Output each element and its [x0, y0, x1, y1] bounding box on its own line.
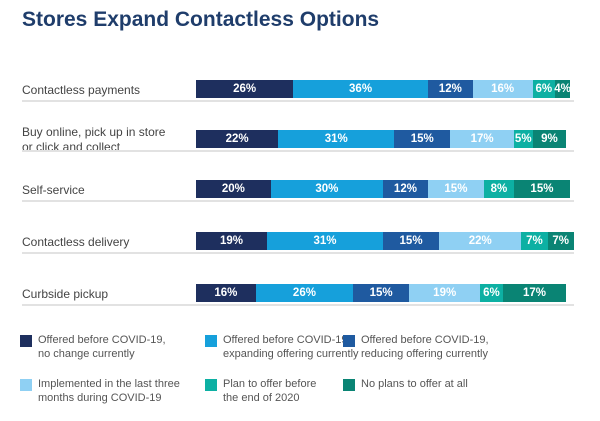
bar-segment: 12%: [427, 80, 473, 98]
data-label: 8%: [490, 183, 508, 195]
data-label: 7%: [552, 235, 569, 247]
data-label: 5%: [514, 133, 532, 145]
bar-segment: 9%: [532, 130, 567, 148]
bar-segment: 15%: [394, 130, 451, 148]
bar-segment: 19%: [409, 284, 481, 302]
data-label: 26%: [233, 83, 257, 95]
bar-segment: 36%: [293, 80, 428, 98]
category-label: Self-service: [22, 182, 85, 197]
bar-segment: 8%: [483, 180, 514, 198]
data-label: 6%: [483, 287, 500, 299]
bar-segment: 31%: [278, 130, 395, 148]
bar-segment: 17%: [502, 284, 567, 302]
legend-swatch: [20, 379, 32, 391]
category-label: Curbside pickup: [22, 286, 109, 301]
row-separator: [22, 252, 574, 254]
bar-segment: 4%: [554, 80, 571, 98]
legend-item: Offered before COVID-19, reducing offerin…: [343, 333, 511, 361]
bar-segment: 12%: [383, 180, 428, 198]
bar-segment: 30%: [270, 180, 383, 198]
bar-segment: 7%: [547, 232, 574, 250]
bar-segment: 22%: [439, 232, 522, 250]
bar-segment: 16%: [472, 80, 533, 98]
bar-segment: 6%: [532, 80, 556, 98]
bar-segment: 7%: [521, 232, 548, 250]
data-label: 17%: [470, 133, 494, 145]
bar-segment: 15%: [353, 284, 410, 302]
legend-swatch: [343, 379, 355, 391]
bar-segment: 19%: [196, 232, 268, 250]
data-label: 31%: [324, 133, 348, 145]
data-label: 4%: [554, 83, 571, 95]
bar-segment: 16%: [196, 284, 256, 302]
data-label: 17%: [522, 287, 546, 299]
bar-segment: 5%: [513, 130, 533, 148]
data-label: 15%: [410, 133, 434, 145]
bar-segment: 17%: [450, 130, 514, 148]
legend-label: Offered before COVID-19, expanding offeri…: [223, 334, 359, 360]
legend-label: Offered before COVID-19, reducing offerin…: [361, 334, 489, 360]
bar-segment: 15%: [513, 180, 570, 198]
data-label: 22%: [225, 133, 249, 145]
data-label: 6%: [535, 83, 553, 95]
bar-segment: 20%: [196, 180, 271, 198]
row-separator: [22, 200, 574, 202]
legend-item: Offered before COVID-19, no change curren…: [20, 333, 188, 361]
data-label: 31%: [313, 235, 337, 247]
data-label: 20%: [221, 183, 245, 195]
data-label: 12%: [393, 183, 417, 195]
bar-segment: 26%: [196, 80, 294, 98]
data-label: 15%: [399, 235, 423, 247]
chart-title: Stores Expand Contactless Options: [22, 8, 380, 31]
data-label: 26%: [292, 287, 316, 299]
data-label: 15%: [369, 287, 393, 299]
legend-swatch: [205, 335, 217, 347]
bar-segment: 15%: [383, 232, 440, 250]
bar-segment: 15%: [427, 180, 484, 198]
data-label: 15%: [444, 183, 468, 195]
bar-segment: 22%: [196, 130, 279, 148]
legend-label: No plans to offer at all: [361, 378, 468, 390]
legend-swatch: [20, 335, 32, 347]
bar-segment: 6%: [480, 284, 503, 302]
data-label: 12%: [438, 83, 462, 95]
data-label: 9%: [541, 133, 558, 145]
category-label: Contactless payments: [22, 82, 141, 97]
row-separator: [22, 150, 574, 152]
legend-swatch: [343, 335, 355, 347]
legend-item: Offered before COVID-19, expanding offeri…: [205, 333, 373, 361]
category-label: Contactless delivery: [22, 234, 130, 249]
legend-label: Plan to offer before the end of 2020: [223, 378, 317, 404]
data-label: 15%: [530, 183, 554, 195]
legend-label: Offered before COVID-19, no change curren…: [38, 334, 166, 360]
data-label: 30%: [315, 183, 339, 195]
data-label: 22%: [468, 235, 492, 247]
legend-swatch: [205, 379, 217, 391]
bar-segment: 26%: [255, 284, 354, 302]
row-separator: [22, 304, 574, 306]
legend-item: Plan to offer before the end of 2020: [205, 377, 373, 405]
data-label: 16%: [491, 83, 515, 95]
data-label: 19%: [433, 287, 457, 299]
legend-label: Implemented in the last three months duri…: [38, 378, 180, 404]
data-label: 16%: [214, 287, 238, 299]
bar-segment: 31%: [267, 232, 383, 250]
legend-item: No plans to offer at all: [343, 377, 511, 391]
data-label: 36%: [349, 83, 373, 95]
row-separator: [22, 100, 574, 102]
data-label: 7%: [526, 235, 543, 247]
legend-item: Implemented in the last three months duri…: [20, 377, 188, 405]
data-label: 19%: [220, 235, 244, 247]
